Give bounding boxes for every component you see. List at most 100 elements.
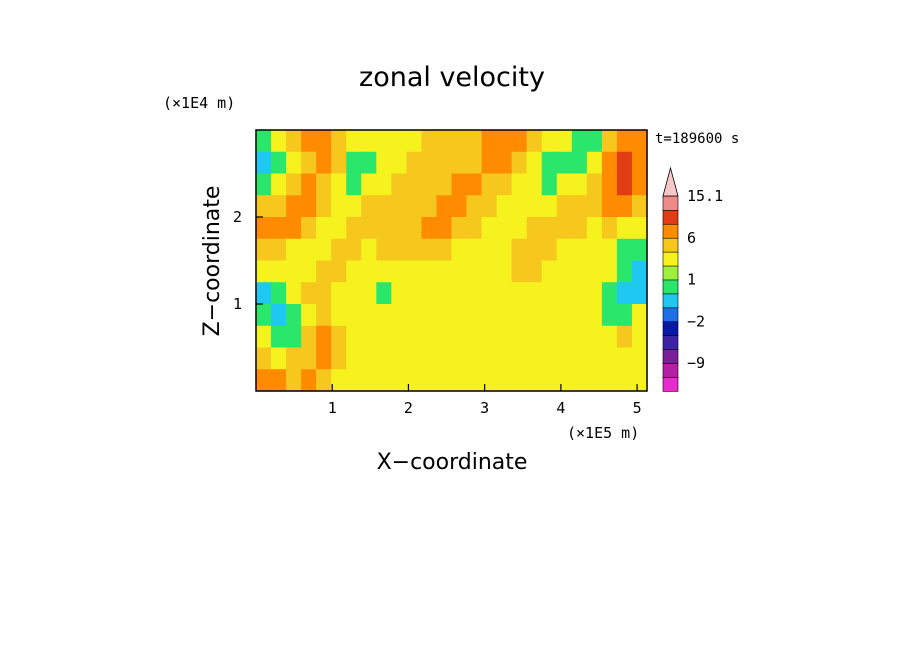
field-cell <box>346 217 362 240</box>
field-cell <box>301 151 317 175</box>
field-cell <box>541 238 558 262</box>
field-cell <box>466 173 483 196</box>
field-cell <box>571 260 588 283</box>
field-cell <box>391 195 407 218</box>
field-cell <box>316 304 332 327</box>
field-cell <box>286 325 302 349</box>
x-axis: 1 2 3 4 5 <box>328 384 642 417</box>
field-cell <box>466 325 483 349</box>
field-cell <box>571 151 588 175</box>
field-cell <box>331 238 347 262</box>
y-tick-label: 2 <box>233 208 242 226</box>
field-cell <box>481 195 498 218</box>
field-cell <box>346 369 362 392</box>
field-cell <box>391 325 407 349</box>
field-cell <box>256 260 272 283</box>
field-cell <box>466 238 483 262</box>
field-cell <box>601 325 618 349</box>
field-cell <box>496 151 513 175</box>
field-cell <box>466 195 483 218</box>
field-cell <box>406 304 423 327</box>
field-cell <box>286 217 302 240</box>
field-cell <box>271 173 287 196</box>
field-cell <box>301 238 317 262</box>
field-cell <box>526 195 543 218</box>
field-cell <box>466 369 483 392</box>
field-cell <box>346 151 362 175</box>
field-cell <box>571 195 588 218</box>
field-cell <box>631 217 648 240</box>
field-cell <box>331 282 347 305</box>
field-cell <box>541 195 558 218</box>
field-cell <box>391 130 407 153</box>
colorbar-segment <box>662 237 679 253</box>
field-cell <box>331 369 347 392</box>
field-cell <box>466 304 483 327</box>
x-tick-label: 3 <box>480 399 489 417</box>
field-cell <box>541 173 558 196</box>
y-axis: 12 <box>233 208 263 313</box>
field-cell <box>271 347 287 370</box>
field-cell <box>436 195 453 218</box>
field-cell <box>376 369 392 392</box>
field-cell <box>346 325 362 349</box>
field-cell <box>451 369 468 392</box>
field-cell <box>451 151 468 175</box>
field-cell <box>436 217 453 240</box>
field-cell <box>556 130 573 153</box>
field-cell <box>526 260 543 283</box>
field-cell <box>496 260 513 283</box>
colorbar-label: 6 <box>687 229 696 247</box>
field-cell <box>511 325 528 349</box>
field-cell <box>271 304 287 327</box>
field-cell <box>256 151 272 175</box>
field-cell <box>391 173 407 196</box>
field-cell <box>406 260 423 283</box>
field-cell <box>571 173 588 196</box>
field-cell <box>271 130 287 153</box>
field-cell <box>556 238 573 262</box>
field-cell <box>376 217 392 240</box>
field-cell <box>451 282 468 305</box>
field-cell <box>316 130 332 153</box>
field-cell <box>346 260 362 283</box>
field-cell <box>361 195 377 218</box>
field-cell <box>451 173 468 196</box>
colorbar-segment <box>662 307 679 323</box>
field-cell <box>481 173 498 196</box>
field-cell <box>586 130 603 153</box>
field-cell <box>451 304 468 327</box>
colorbar-arrow <box>662 166 679 197</box>
field-cell <box>496 130 513 153</box>
field-cell <box>616 238 633 262</box>
field-cell <box>256 195 272 218</box>
field-cell <box>466 151 483 175</box>
field-cell <box>286 260 302 283</box>
field-cell <box>301 304 317 327</box>
field-cell <box>391 238 407 262</box>
field-cell <box>316 260 332 283</box>
field-cell <box>526 173 543 196</box>
field-cell <box>571 130 588 153</box>
field-cell <box>481 260 498 283</box>
colorbar-segment <box>662 376 679 392</box>
field-cell <box>316 173 332 196</box>
field-cell <box>361 217 377 240</box>
y-axis-unit: (×1E4 m) <box>163 94 235 112</box>
field-cell <box>406 217 423 240</box>
plot-frame <box>255 129 648 392</box>
field-cell <box>481 238 498 262</box>
field-cell <box>301 130 317 153</box>
colorbar-segment <box>662 362 679 378</box>
field-cell <box>316 282 332 305</box>
field-cell <box>436 260 453 283</box>
field-cell <box>286 282 302 305</box>
colorbar-segment <box>662 279 679 295</box>
field-cell <box>511 369 528 392</box>
field-cell <box>481 151 498 175</box>
field-cell <box>541 304 558 327</box>
field-cell <box>571 238 588 262</box>
field-cell <box>436 151 453 175</box>
field-cell <box>451 130 468 153</box>
